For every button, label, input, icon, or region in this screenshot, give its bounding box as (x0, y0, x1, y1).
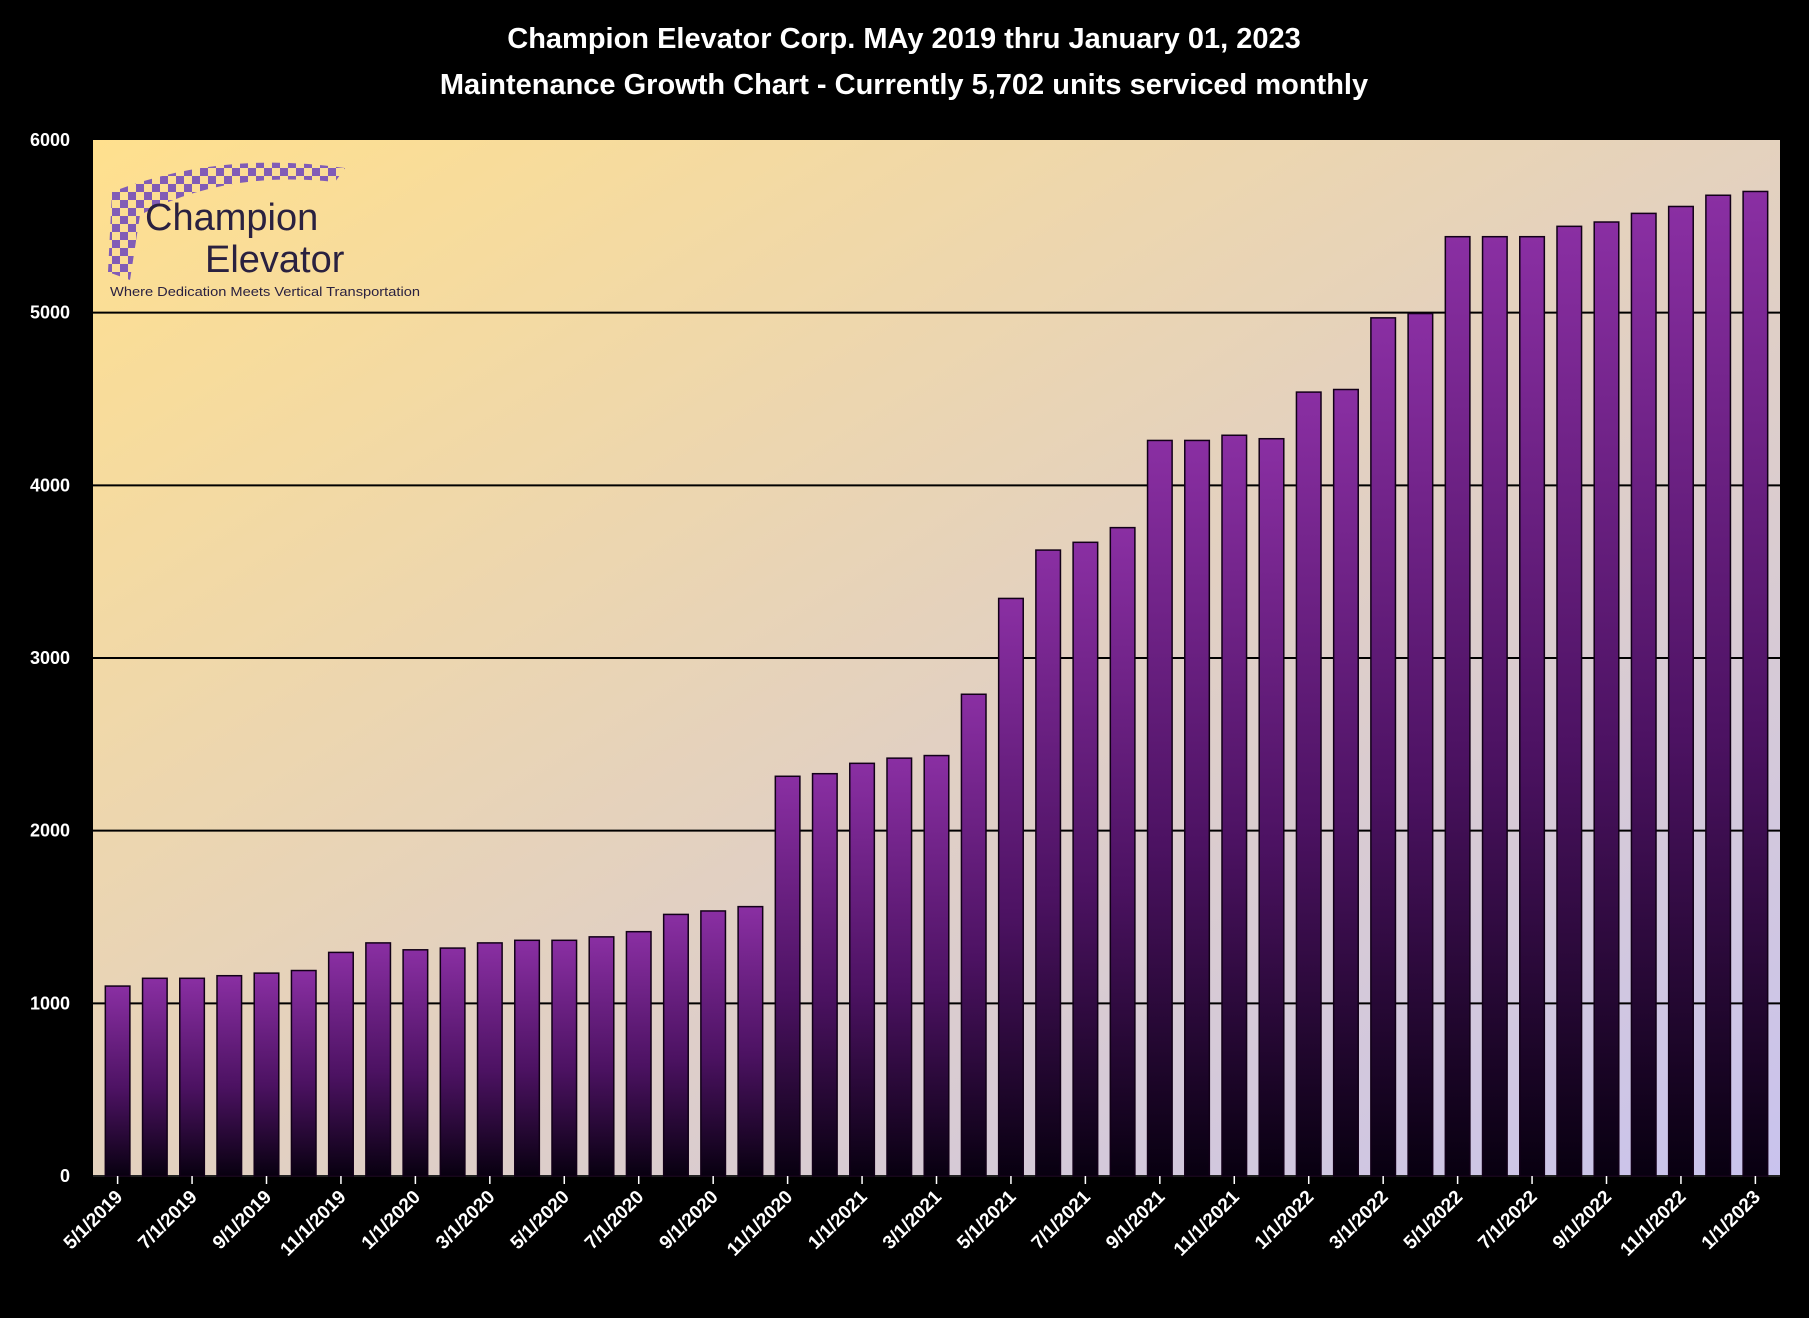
x-tick-label: 3/1/2022 (1326, 1187, 1393, 1254)
x-tick-label: 1/1/2020 (358, 1187, 425, 1254)
x-tick-label: 9/1/2021 (1102, 1186, 1169, 1253)
x-axis-ticks: 5/1/2019 7/1/2019 9/1/2019 11/1/2019 1/1/202… (60, 1176, 1765, 1261)
bar-4-1-2022 (1407, 312, 1434, 1177)
bar-8-1-2020 (662, 913, 689, 1177)
bar-4-1-2021 (960, 693, 987, 1177)
x-tick-label: 7/1/2020 (581, 1187, 648, 1254)
bar-5-1-2022 (1444, 235, 1471, 1177)
bar-11-1-2020 (774, 775, 801, 1177)
bar-2-1-2022 (1332, 388, 1359, 1177)
bar-3-1-2022 (1370, 317, 1397, 1177)
x-tick-label: 7/1/2019 (134, 1187, 201, 1254)
bar-12-1-2019 (365, 942, 392, 1177)
bar-6-1-2019 (141, 977, 168, 1177)
checkered-flag-icon (108, 162, 345, 280)
bars (104, 190, 1769, 1177)
y-axis-ticks: 0 1000 2000 3000 4000 5000 6000 (30, 130, 70, 1186)
bar-3-1-2021 (923, 754, 950, 1177)
bar-7-1-2019 (179, 977, 206, 1177)
x-tick-label: 9/1/2022 (1549, 1187, 1616, 1254)
x-tick-label: 11/1/2019 (277, 1187, 351, 1261)
bar-6-1-2020 (588, 936, 615, 1177)
x-tick-label: 7/1/2022 (1474, 1187, 1541, 1254)
x-tick-label: 5/1/2019 (60, 1187, 127, 1254)
bar-1-1-2021 (849, 762, 876, 1177)
bar-9-1-2021 (1146, 439, 1173, 1177)
bar-7-1-2022 (1519, 235, 1546, 1177)
bar-2-1-2020 (439, 947, 466, 1177)
bar-5-1-2019 (104, 985, 131, 1177)
x-tick-label: 11/1/2020 (723, 1187, 797, 1261)
logo-name-line1: Champion (145, 197, 318, 239)
bar-12-1-2021 (1258, 437, 1285, 1177)
bar-7-1-2021 (1072, 541, 1099, 1177)
x-tick-label: 3/1/2020 (432, 1187, 499, 1254)
x-tick-label: 11/1/2021 (1170, 1186, 1244, 1260)
x-tick-label: 9/1/2020 (656, 1187, 723, 1254)
bar-2-1-2021 (886, 757, 913, 1177)
x-tick-label: 5/1/2020 (507, 1187, 574, 1254)
y-tick-label: 2000 (30, 821, 70, 841)
y-tick-label: 1000 (30, 993, 70, 1013)
x-tick-label: 3/1/2021 (879, 1186, 946, 1253)
x-tick-label: 1/1/2021 (804, 1186, 871, 1253)
bar-11-1-2019 (327, 951, 354, 1177)
y-tick-label: 3000 (30, 648, 70, 668)
bar-10-1-2020 (737, 905, 764, 1177)
bar-11-1-2021 (1221, 434, 1248, 1177)
y-tick-label: 4000 (30, 475, 70, 495)
logo-tagline: Where Dedication Meets Vertical Transpor… (110, 284, 420, 299)
logo-name-line2: Elevator (205, 239, 345, 281)
bar-8-1-2021 (1109, 526, 1136, 1177)
bar-12-1-2020 (811, 772, 838, 1177)
y-tick-label: 0 (60, 1166, 70, 1186)
chart-title: Champion Elevator Corp. MAy 2019 thru Ja… (507, 23, 1300, 55)
bar-1-1-2023 (1742, 190, 1769, 1177)
bar-6-1-2021 (1035, 549, 1062, 1177)
chart-subtitle: Maintenance Growth Chart - Currently 5,7… (440, 69, 1368, 101)
bar-4-1-2020 (514, 939, 541, 1177)
x-tick-label: 5/1/2022 (1400, 1187, 1467, 1254)
bar-10-1-2022 (1630, 212, 1657, 1177)
x-tick-label: 5/1/2021 (953, 1186, 1020, 1253)
bar-5-1-2020 (551, 939, 578, 1177)
bar-8-1-2019 (216, 974, 243, 1177)
y-tick-label: 6000 (30, 130, 70, 150)
company-logo: Champion Elevator Where Dedication Meets… (108, 162, 420, 299)
bar-9-1-2020 (700, 910, 727, 1177)
bar-9-1-2022 (1593, 221, 1620, 1177)
bar-10-1-2021 (1184, 439, 1211, 1177)
bar-12-1-2022 (1705, 194, 1732, 1177)
x-tick-label: 9/1/2019 (209, 1187, 276, 1254)
y-tick-label: 5000 (30, 303, 70, 323)
bar-8-1-2022 (1556, 225, 1583, 1177)
bar-10-1-2019 (290, 969, 317, 1177)
bar-1-1-2020 (402, 949, 429, 1177)
bar-5-1-2021 (997, 597, 1024, 1177)
x-tick-label: 11/1/2022 (1617, 1187, 1691, 1261)
bar-3-1-2020 (476, 942, 503, 1177)
x-tick-label: 1/1/2022 (1251, 1187, 1318, 1254)
x-tick-label: 1/1/2023 (1698, 1187, 1765, 1254)
x-tick-label: 7/1/2021 (1028, 1186, 1095, 1253)
bar-11-1-2022 (1667, 205, 1694, 1177)
bar-9-1-2019 (253, 972, 280, 1177)
bar-7-1-2020 (625, 930, 652, 1177)
bar-6-1-2022 (1481, 235, 1508, 1177)
bar-1-1-2022 (1295, 391, 1322, 1177)
